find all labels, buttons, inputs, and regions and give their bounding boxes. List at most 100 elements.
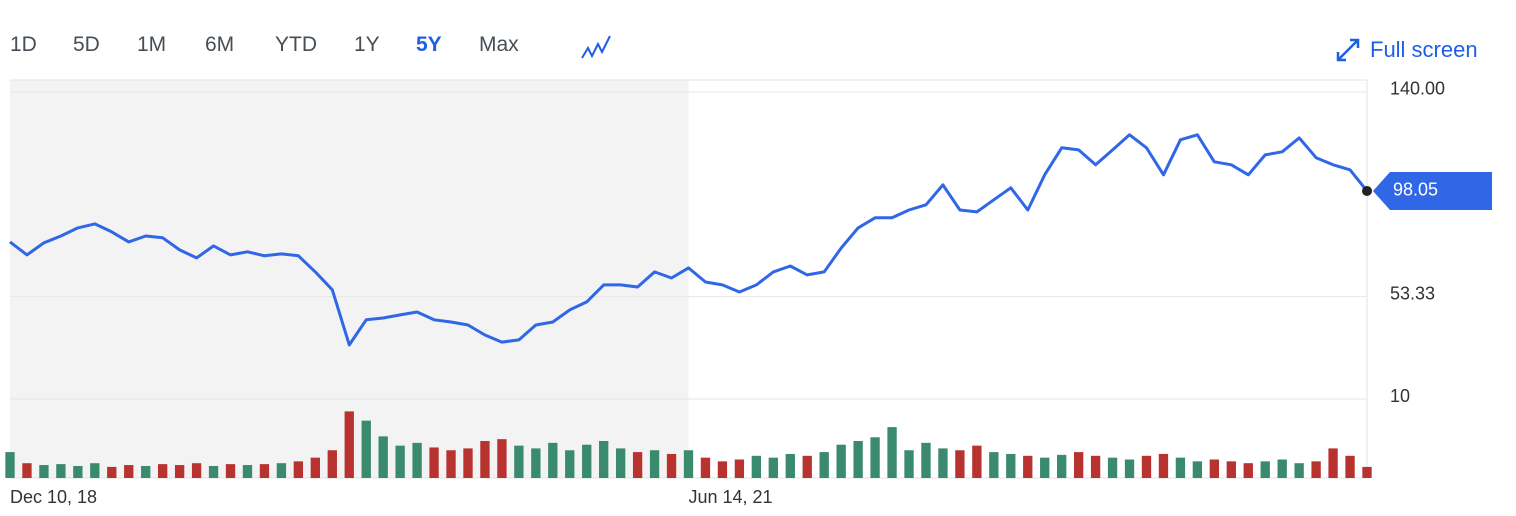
volume-bar xyxy=(463,448,473,478)
y-tick-label: 10 xyxy=(1390,386,1410,406)
volume-bar xyxy=(174,465,185,478)
volume-bar xyxy=(955,450,965,478)
range-button[interactable]: 6M xyxy=(205,33,235,56)
volume-bar xyxy=(700,457,711,478)
price-line xyxy=(9,133,1369,347)
volume-bar xyxy=(1175,457,1186,478)
price-label: 98.05 xyxy=(1393,180,1438,200)
volume-bar xyxy=(717,461,728,478)
volume-bar xyxy=(1277,459,1287,478)
range-button[interactable]: 1Y xyxy=(354,33,380,56)
volume-bar xyxy=(819,452,829,478)
volume-bar xyxy=(310,457,320,478)
range-button[interactable]: 5D xyxy=(73,33,100,56)
volume-bar xyxy=(548,442,558,478)
range-button[interactable]: 5Y xyxy=(416,33,442,56)
volume-bar xyxy=(1057,454,1067,478)
volume-bar xyxy=(276,463,287,478)
volume-bar xyxy=(124,465,134,478)
volume-bar xyxy=(1073,452,1084,478)
volume-bar xyxy=(921,442,931,478)
volume-bar xyxy=(1260,461,1270,478)
volume-bar xyxy=(412,442,422,478)
volume-bar xyxy=(56,464,66,478)
volume-bar xyxy=(565,450,575,478)
volume-bar xyxy=(378,436,388,478)
volume-bar xyxy=(938,448,948,478)
volume-bar xyxy=(22,463,32,478)
volume-bar xyxy=(582,444,592,478)
volume-bar xyxy=(1294,463,1304,478)
volume-bar xyxy=(1226,461,1236,478)
volume-bar xyxy=(1311,461,1321,478)
volume-bar xyxy=(1209,459,1220,478)
range-button[interactable]: YTD xyxy=(275,33,317,56)
volume-bar xyxy=(1023,455,1033,478)
volume-bar xyxy=(5,452,15,478)
volume-bar xyxy=(989,452,999,478)
volume-bar xyxy=(90,463,100,478)
volume-bar xyxy=(836,444,846,478)
volume-bar xyxy=(242,465,253,478)
volume-bar xyxy=(1124,459,1135,478)
volume-bar xyxy=(1328,448,1338,478)
volume-bar xyxy=(1107,457,1118,478)
chart-type-icon[interactable] xyxy=(581,35,611,59)
y-tick-label: 140.00 xyxy=(1390,79,1445,99)
volume-bar xyxy=(141,465,151,478)
volume-bar xyxy=(191,463,202,478)
range-button[interactable]: 1M xyxy=(137,33,167,56)
last-point xyxy=(1362,185,1372,196)
volume-bar xyxy=(1362,466,1372,478)
volume-bar xyxy=(446,450,456,478)
volume-bar xyxy=(259,464,270,478)
volume-bar xyxy=(73,465,83,478)
volume-bar xyxy=(1006,453,1016,478)
volume-bar xyxy=(904,450,914,478)
volume-bar xyxy=(344,411,354,478)
range-button[interactable]: 1D xyxy=(10,33,37,56)
volume-bar xyxy=(327,450,337,478)
full-screen-icon[interactable] xyxy=(1336,38,1360,62)
volume-bar xyxy=(208,465,219,478)
volume-bar xyxy=(666,453,677,478)
volume-bar xyxy=(1090,455,1101,478)
volume-bar xyxy=(1345,455,1355,478)
range-button[interactable]: Max xyxy=(479,33,519,56)
volume-bar xyxy=(1192,461,1203,478)
volume-bar xyxy=(734,459,745,478)
volume-bar xyxy=(395,445,405,478)
price-badge xyxy=(1373,171,1492,210)
x-tick-label: Dec 10, 18 xyxy=(10,487,97,507)
volume-bar xyxy=(514,445,524,478)
volume-bar xyxy=(785,453,795,478)
volume-bar xyxy=(531,448,541,478)
volume-bar xyxy=(497,439,507,478)
volume-bar xyxy=(887,427,897,478)
y-tick-label: 53.33 xyxy=(1390,283,1435,303)
volume-bar xyxy=(853,441,863,478)
x-tick-label: Jun 14, 21 xyxy=(689,487,773,507)
volume-bar xyxy=(39,465,49,478)
volume-bar xyxy=(293,461,304,478)
volume-bar xyxy=(429,447,439,478)
volume-bar xyxy=(107,466,117,478)
volume-bar xyxy=(751,455,762,478)
volume-bar xyxy=(802,455,812,478)
volume-bar xyxy=(1243,463,1253,478)
volume-bar xyxy=(870,437,880,478)
volume-bar xyxy=(632,452,643,478)
volume-bar xyxy=(768,457,778,478)
volume-bar xyxy=(157,464,168,478)
volume-bar xyxy=(1158,453,1169,478)
volume-bar xyxy=(683,450,694,478)
volume-bar xyxy=(1141,455,1152,478)
volume-bar xyxy=(225,464,236,478)
volume-bar xyxy=(649,450,660,478)
volume-bar xyxy=(599,441,609,478)
full-screen-label[interactable]: Full screen xyxy=(1370,37,1478,62)
volume-bar xyxy=(615,448,626,478)
volume-bar xyxy=(1040,457,1050,478)
